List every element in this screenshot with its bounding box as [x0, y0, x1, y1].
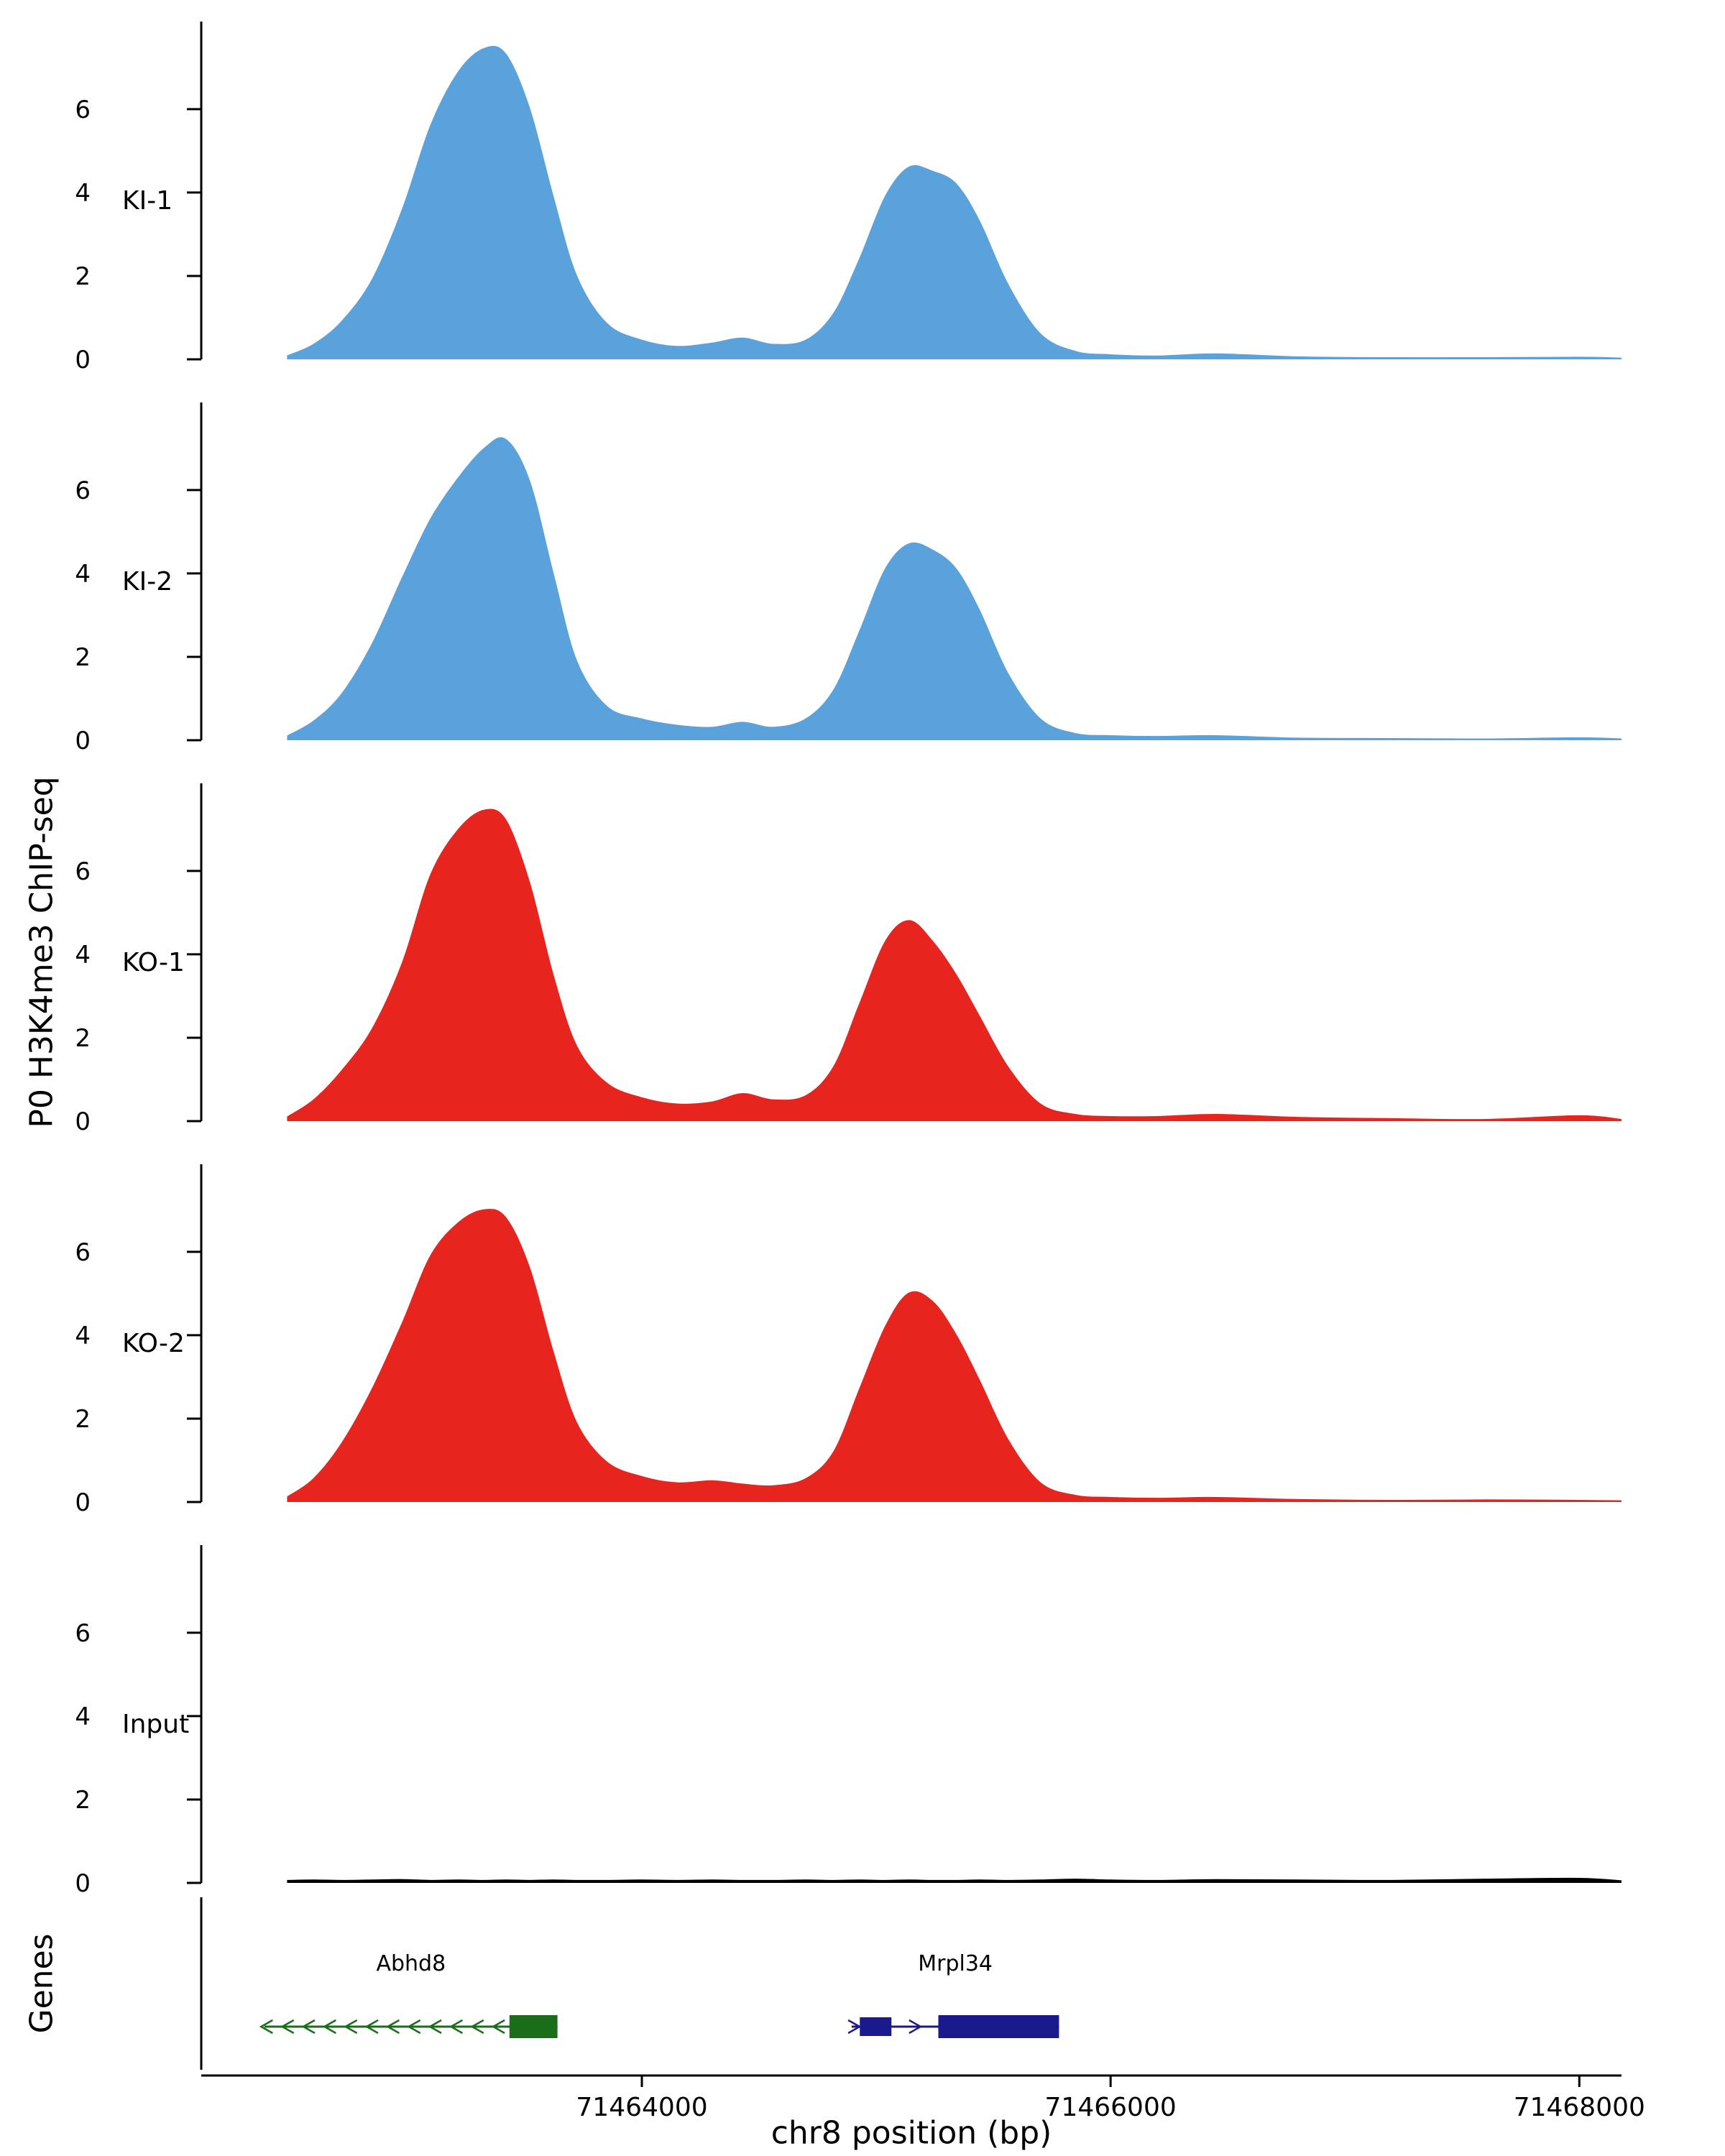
- gene-exon: [509, 2015, 558, 2038]
- strand-arrow-icon: [280, 2019, 295, 2035]
- strand-arrow-icon: [322, 2019, 336, 2035]
- track-label-ki-2: KI-2: [122, 567, 172, 596]
- signal-area-ki-2: [287, 437, 1622, 740]
- strand-arrow-icon: [448, 2019, 464, 2035]
- y-tick-label: 4: [75, 941, 91, 969]
- track-ko-1: 0 2 4 6 KO-1: [75, 783, 1622, 1136]
- gene-mrpl34: Mrpl34: [847, 1951, 1059, 2038]
- signal-area-ko-2: [287, 1209, 1622, 1502]
- track-label-ki-1: KI-1: [122, 186, 172, 216]
- track-ki-2: 0 2 4 6 KI-2: [75, 402, 1622, 755]
- track-input: 0 2 4 6 Input: [75, 1545, 1622, 1898]
- strand-arrow-icon: [364, 2019, 379, 2035]
- track-label-ko-1: KO-1: [122, 948, 185, 977]
- strand-arrow-icon: [301, 2019, 316, 2035]
- y-tick-label: 2: [75, 262, 91, 291]
- gene-exon: [938, 2015, 1059, 2038]
- y-tick-label: 4: [75, 560, 91, 589]
- signal-area-input: [287, 1877, 1622, 1883]
- y-tick-label: 4: [75, 1322, 91, 1350]
- y-tick-label: 0: [75, 1107, 91, 1136]
- strand-arrow-icon: [470, 2019, 484, 2035]
- y-tick-label: 6: [75, 96, 91, 124]
- y-tick-label: 0: [75, 1869, 91, 1898]
- x-axis-label: chr8 position (bp): [770, 2114, 1052, 2152]
- strand-arrow-icon: [908, 2019, 923, 2035]
- track-ki-1: 0 2 4 6 KI-1: [75, 22, 1622, 374]
- y-tick-label: 4: [75, 179, 91, 208]
- y-tick-label: 0: [75, 346, 91, 374]
- signal-area-ki-1: [287, 45, 1622, 359]
- genes-axis-label: Genes: [23, 1933, 60, 2034]
- signal-area-ko-1: [287, 808, 1622, 1121]
- strand-arrow-icon: [259, 2019, 273, 2035]
- x-tick-label: 71466000: [1045, 2093, 1177, 2122]
- y-tick-label: 2: [75, 1405, 91, 1434]
- y-tick-label: 6: [75, 857, 91, 886]
- gene-abhd8: Abhd8: [259, 1951, 558, 2038]
- strand-arrow-icon: [428, 2019, 442, 2035]
- y-tick-label: 4: [75, 1703, 91, 1731]
- x-tick-label: 71464000: [576, 2093, 707, 2122]
- y-tick-label: 2: [75, 1786, 91, 1815]
- strand-arrow-icon: [407, 2019, 421, 2035]
- track-ko-2: 0 2 4 6 KO-2: [75, 1164, 1622, 1517]
- y-axis-label: P0 H3K4me3 ChIP-seq: [23, 776, 60, 1128]
- strand-arrow-icon: [847, 2019, 862, 2035]
- strand-arrow-icon: [385, 2019, 400, 2035]
- y-tick-label: 0: [75, 727, 91, 755]
- x-tick-label: 71468000: [1514, 2093, 1645, 2122]
- y-tick-label: 6: [75, 1619, 91, 1648]
- gene-name-label: Abhd8: [376, 1951, 446, 1976]
- track-label-ko-2: KO-2: [122, 1329, 185, 1358]
- strand-arrow-icon: [491, 2019, 505, 2035]
- genes-track: Abhd8 Mrpl34: [200, 1897, 1059, 2070]
- y-tick-label: 2: [75, 643, 91, 672]
- y-tick-label: 6: [75, 476, 91, 505]
- x-axis: 71464000 71466000 71468000: [201, 2074, 1645, 2122]
- gene-exon: [860, 2017, 892, 2036]
- y-tick-label: 6: [75, 1238, 91, 1267]
- y-tick-label: 2: [75, 1024, 91, 1053]
- track-label-input: Input: [122, 1710, 189, 1739]
- strand-arrow-icon: [344, 2019, 358, 2035]
- gene-name-label: Mrpl34: [918, 1951, 993, 1976]
- y-tick-label: 0: [75, 1488, 91, 1517]
